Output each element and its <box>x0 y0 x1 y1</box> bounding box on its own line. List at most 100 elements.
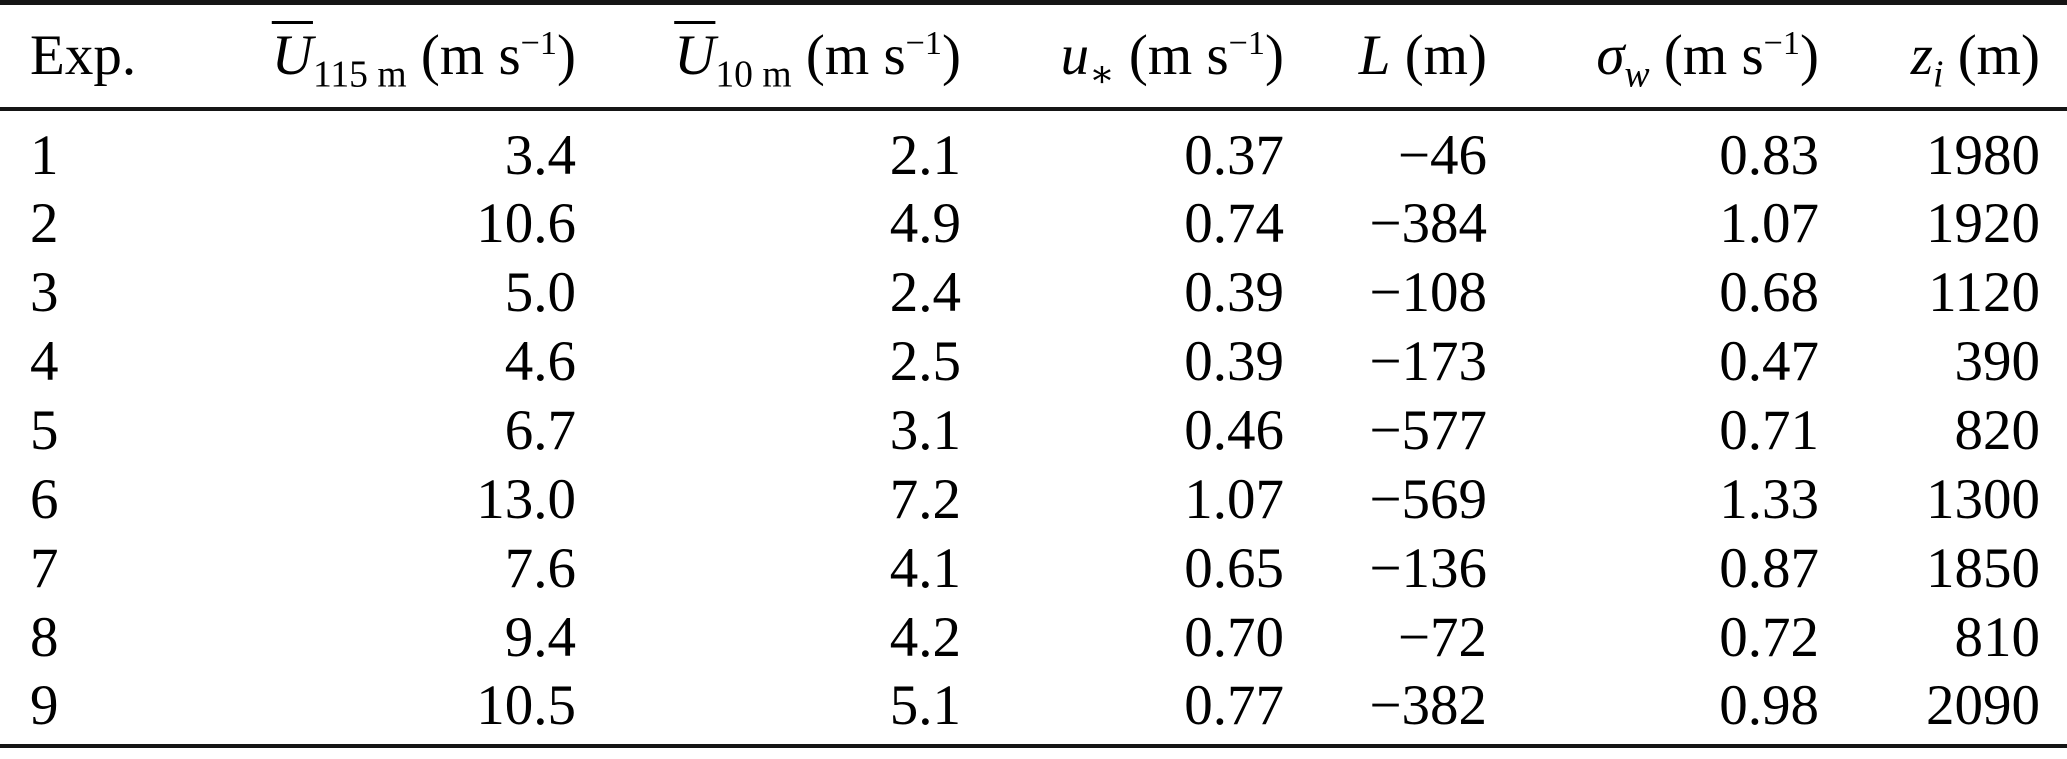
cell-exp: 5 <box>30 398 59 462</box>
header-segment: −1 <box>1228 25 1266 63</box>
cell-u-star: 1.07 <box>1184 467 1284 531</box>
cell-u-115m: 7.6 <box>504 536 576 600</box>
cell-obukhov-L: −46 <box>1397 123 1487 187</box>
cell-sigma-w: 0.68 <box>1719 260 1819 324</box>
header-segment: −1 <box>1763 25 1801 63</box>
cell-z-i: 390 <box>1954 329 2041 393</box>
cell-z-i: 1980 <box>1926 123 2040 187</box>
header-segment: ) <box>557 24 576 88</box>
column-header-u-star: u∗ (m s−1) <box>962 3 1285 109</box>
cell-u-10m: 4.9 <box>889 191 961 255</box>
header-segment: (m s <box>791 24 906 88</box>
header-segment: u <box>1060 24 1090 88</box>
cell-exp: 2 <box>30 191 59 255</box>
cell-u-star: 0.77 <box>1184 673 1284 737</box>
header-segment: σ <box>1596 24 1625 88</box>
cell-u-115m: 13.0 <box>476 467 576 531</box>
cell-z-i: 1120 <box>1928 260 2040 324</box>
cell-obukhov-L: −577 <box>1369 398 1487 462</box>
cell-z-i: 1850 <box>1926 536 2040 600</box>
cell-u-star: 0.74 <box>1184 191 1284 255</box>
header-segment: (m s <box>406 24 521 88</box>
cell-sigma-w: 0.87 <box>1719 536 1819 600</box>
header-segment: ∗ <box>1089 53 1115 96</box>
column-header-exp: Exp. <box>0 3 190 109</box>
cell-sigma-w: 0.47 <box>1719 329 1819 393</box>
table-body: 1 3.4 2.1 0.37 −46 0.83 1980 2 10.6 4.9 0.74 −384 1.… <box>0 109 2067 746</box>
table-row: 9 10.5 5.1 0.77 −382 0.98 2090 <box>0 672 2067 746</box>
cell-exp: 7 <box>30 536 59 600</box>
cell-z-i: 2090 <box>1926 673 2040 737</box>
header-segment: ) <box>1265 24 1284 88</box>
cell-z-i: 1300 <box>1926 467 2040 531</box>
table-row: 7 7.6 4.1 0.65 −136 0.87 1850 <box>0 534 2067 603</box>
cell-obukhov-L: −569 <box>1369 467 1487 531</box>
cell-u-115m: 10.6 <box>476 191 576 255</box>
cell-sigma-w: 1.07 <box>1719 191 1819 255</box>
column-header-sigma-w: σw (m s−1) <box>1488 3 1820 109</box>
cell-sigma-w: 0.72 <box>1719 605 1819 669</box>
cell-u-115m: 6.7 <box>504 398 576 462</box>
header-segment: (m s <box>1114 24 1229 88</box>
cell-u-10m: 4.2 <box>889 605 961 669</box>
cell-u-115m: 5.0 <box>504 260 576 324</box>
header-segment: −1 <box>905 25 943 63</box>
cell-z-i: 810 <box>1954 605 2041 669</box>
cell-obukhov-L: −108 <box>1369 260 1487 324</box>
cell-u-10m: 2.1 <box>889 123 961 187</box>
cell-obukhov-L: −384 <box>1369 191 1487 255</box>
cell-exp: 6 <box>30 467 59 531</box>
header-segment: w <box>1624 53 1650 96</box>
cell-exp: 1 <box>30 123 59 187</box>
table-header: Exp. U115 m (m s−1) U10 m (m s−1) u∗ (m s−1… <box>0 3 2067 109</box>
cell-sigma-w: 0.98 <box>1719 673 1819 737</box>
table-row: 4 4.6 2.5 0.39 −173 0.47 390 <box>0 327 2067 396</box>
header-segment: U <box>271 24 313 88</box>
table-row: 3 5.0 2.4 0.39 −108 0.68 1120 <box>0 258 2067 327</box>
header-segment: −1 <box>520 25 558 63</box>
header-segment: L <box>1358 24 1391 88</box>
header-segment: (m) <box>1943 24 2040 88</box>
column-header-z-i: zi (m) <box>1820 3 2067 109</box>
column-header-obukhov-L: L (m) <box>1285 3 1488 109</box>
cell-u-115m: 9.4 <box>504 605 576 669</box>
cell-sigma-w: 0.83 <box>1719 123 1819 187</box>
cell-u-star: 0.37 <box>1184 123 1284 187</box>
header-segment: 10 m <box>715 53 792 96</box>
column-header-u-10m: U10 m (m s−1) <box>577 3 962 109</box>
cell-u-10m: 2.5 <box>889 329 961 393</box>
header-segment: 115 m <box>312 53 407 96</box>
header-segment: i <box>1932 53 1944 96</box>
header-segment: U <box>674 24 716 88</box>
cell-z-i: 1920 <box>1926 191 2040 255</box>
cell-u-10m: 7.2 <box>889 467 961 531</box>
table-row: 2 10.6 4.9 0.74 −384 1.07 1920 <box>0 189 2067 258</box>
cell-u-115m: 4.6 <box>504 329 576 393</box>
table-row: 8 9.4 4.2 0.70 −72 0.72 810 <box>0 603 2067 672</box>
cell-exp: 3 <box>30 260 59 324</box>
cell-u-10m: 4.1 <box>889 536 961 600</box>
header-segment: ) <box>942 24 961 88</box>
cell-u-star: 0.39 <box>1184 260 1284 324</box>
cell-u-10m: 5.1 <box>889 673 961 737</box>
cell-u-115m: 10.5 <box>476 673 576 737</box>
table-row: 6 13.0 7.2 1.07 −569 1.33 1300 <box>0 465 2067 534</box>
cell-sigma-w: 0.71 <box>1719 398 1819 462</box>
column-header-u-115m: U115 m (m s−1) <box>190 3 577 109</box>
header-segment: (m) <box>1390 24 1487 88</box>
cell-u-star: 0.70 <box>1184 605 1284 669</box>
cell-u-star: 0.39 <box>1184 329 1284 393</box>
header-segment: z <box>1910 24 1933 88</box>
cell-u-star: 0.46 <box>1184 398 1284 462</box>
table-row: 1 3.4 2.1 0.37 −46 0.83 1980 <box>0 109 2067 189</box>
cell-u-115m: 3.4 <box>504 123 576 187</box>
header-segment: (m s <box>1649 24 1764 88</box>
cell-obukhov-L: −72 <box>1397 605 1487 669</box>
cell-obukhov-L: −136 <box>1369 536 1487 600</box>
header-row: Exp. U115 m (m s−1) U10 m (m s−1) u∗ (m s−1… <box>0 3 2067 109</box>
cell-exp: 8 <box>30 605 59 669</box>
cell-exp: 9 <box>30 673 59 737</box>
table-row: 5 6.7 3.1 0.46 −577 0.71 820 <box>0 396 2067 465</box>
